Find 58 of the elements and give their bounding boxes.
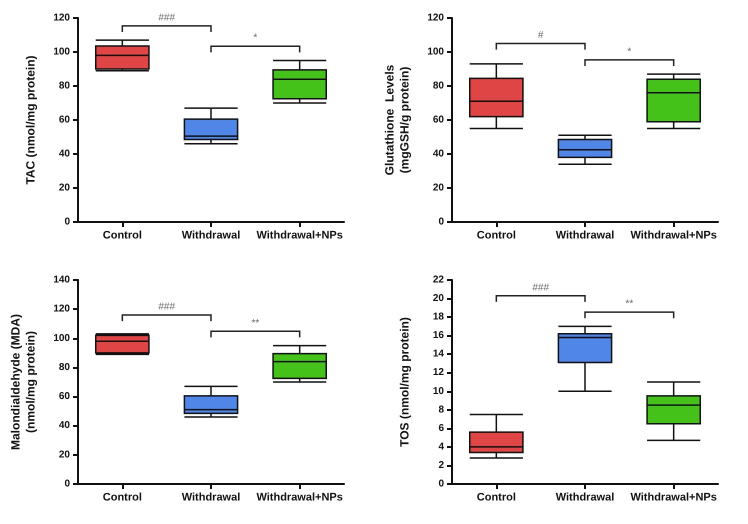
x-tick-label: Control [476, 492, 516, 504]
x-tick-label: Withdrawal [556, 492, 614, 504]
y-tick-label: 100 [53, 46, 70, 58]
y-tick-label: 120 [53, 304, 70, 315]
y-tick-label: 80 [58, 80, 70, 92]
y-tick-label: 22 [432, 274, 444, 286]
y-tick-label: 8 [438, 404, 444, 416]
y-tick-label: 20 [58, 182, 70, 194]
x-tick-label: Withdrawal [182, 230, 240, 242]
y-tick-label: 120 [427, 12, 444, 24]
y-tick-label: 20 [58, 449, 70, 460]
y-tick-label: 0 [438, 216, 444, 228]
y-tick-label: 10 [432, 386, 444, 397]
y-tick-label: 120 [53, 12, 70, 24]
y-tick-label: 60 [432, 114, 444, 126]
y-tick-label: 40 [58, 148, 70, 160]
y-tick-label: 60 [58, 391, 70, 402]
annotation: * [627, 46, 632, 58]
y-tick-label: 80 [432, 80, 444, 92]
y-axis-title: TOS (nmol/mg protein) [398, 317, 412, 447]
y-tick-label: 0 [64, 216, 70, 228]
annotation: ### [158, 301, 176, 312]
y-tick-label: 18 [432, 312, 444, 323]
y-tick-label: 14 [432, 348, 444, 360]
annotation: ### [158, 12, 176, 24]
x-tick-label: Withdrawal [556, 230, 614, 242]
y-tick-label: 100 [427, 46, 444, 58]
x-tick-label: Withdrawal+NPs [630, 492, 717, 504]
x-tick-label: Control [102, 492, 142, 504]
y-axis-title: TAC (nmol/mg protein) [24, 55, 38, 185]
y-tick-label: 4 [438, 441, 444, 452]
x-tick-label: Control [102, 230, 142, 242]
y-axis-title: Glutathione Levels (mgGSH/g protein) [382, 64, 412, 176]
y-tick-label: 6 [438, 422, 444, 434]
x-tick-label: Withdrawal+NPs [256, 492, 343, 504]
y-tick-label: 2 [438, 460, 444, 471]
y-tick-label: 80 [58, 362, 70, 373]
annotation: # [538, 30, 544, 41]
y-tick-label: 0 [64, 478, 70, 490]
y-tick-label: 16 [432, 330, 444, 342]
y-tick-label: 20 [432, 293, 444, 304]
annotation: * [253, 32, 258, 44]
y-tick-label: 20 [432, 182, 444, 194]
y-tick-label: 12 [432, 367, 444, 378]
x-tick-label: Withdrawal+NPs [256, 230, 343, 242]
x-tick-label: Withdrawal+NPs [630, 230, 717, 242]
y-tick-label: 40 [432, 148, 444, 160]
x-tick-label: Withdrawal [182, 492, 240, 504]
annotation: ** [251, 318, 260, 329]
annotation: ** [625, 298, 634, 310]
x-tick-label: Control [476, 230, 516, 242]
y-axis-title: Malondialdehyde (MDA) (nmol/mg protein) [8, 314, 38, 450]
y-tick-label: 0 [438, 478, 444, 490]
y-tick-label: 140 [53, 274, 70, 286]
y-tick-label: 100 [53, 332, 70, 344]
y-tick-label: 60 [58, 114, 70, 126]
annotation: ### [532, 282, 550, 294]
y-tick-label: 40 [58, 420, 70, 432]
